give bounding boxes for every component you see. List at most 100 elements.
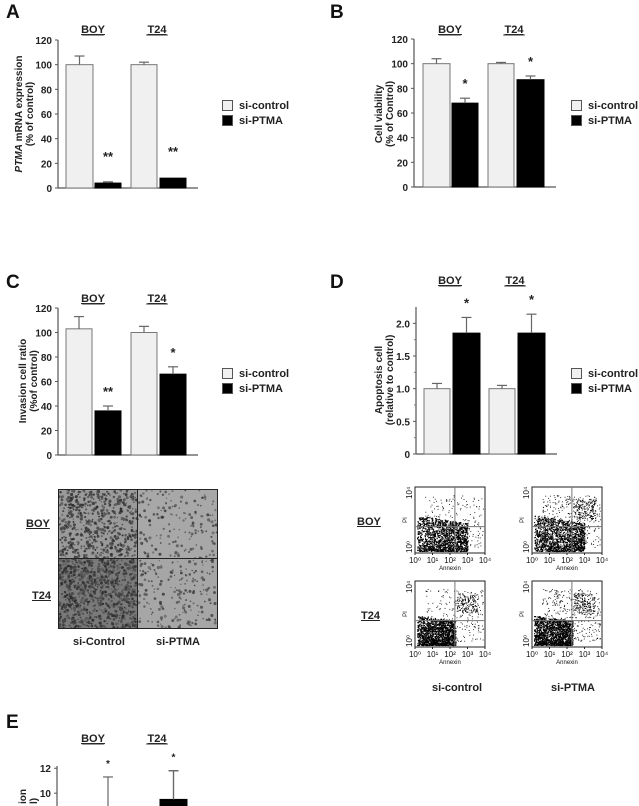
y-tick-label: 10⁴ bbox=[522, 486, 531, 499]
bar-si-control bbox=[422, 63, 451, 188]
svg-text:PTMA mRNA expression: PTMA mRNA expression bbox=[14, 56, 25, 173]
micro-row-label-t24: T24 bbox=[32, 590, 51, 602]
svg-text:l): l) bbox=[29, 798, 40, 804]
y-tick-label: 2.0 bbox=[396, 319, 410, 330]
bar-si-ptma bbox=[517, 332, 546, 455]
bar-si-ptma bbox=[159, 798, 188, 806]
y-axis-label: Cell viability (% of Control) bbox=[374, 81, 396, 147]
y-axis-label: PI bbox=[520, 611, 526, 617]
bar-chart-c: BOY T24 0 20 40 60 80 100 120 Invasion cell ratio… bbox=[18, 293, 198, 462]
legend-swatch-ptma bbox=[571, 115, 582, 126]
significance-marker: * bbox=[464, 295, 470, 310]
y-tick-label: 100 bbox=[391, 60, 408, 71]
svg-text:Apoptosis cell: Apoptosis cell bbox=[374, 346, 385, 415]
x-tick-label: 10⁰ bbox=[526, 650, 538, 659]
micro-col-label-control: si-Control bbox=[73, 636, 125, 648]
y-tick-label: 120 bbox=[35, 36, 52, 47]
y-tick-label: 20 bbox=[397, 158, 409, 169]
significance-marker: * bbox=[172, 753, 176, 764]
legend-label-control: si-control bbox=[239, 367, 290, 380]
micrograph-boy-ptma bbox=[137, 490, 217, 559]
y-tick-label: 10⁰ bbox=[522, 541, 531, 553]
panel-label-c: C bbox=[6, 272, 20, 293]
y-tick-label: 1.0 bbox=[396, 385, 410, 396]
x-tick-label: 10² bbox=[444, 650, 456, 659]
group-label-t24: T24 bbox=[148, 733, 168, 745]
legend-label-ptma: si-PTMA bbox=[588, 114, 632, 127]
bar-si-ptma bbox=[94, 182, 122, 189]
y-axis-label: PI bbox=[403, 517, 409, 523]
group-label-t24: T24 bbox=[148, 24, 168, 36]
y-tick-label: 40 bbox=[397, 134, 409, 145]
bar-si-control bbox=[423, 388, 451, 455]
x-tick-label: 10⁰ bbox=[526, 556, 538, 565]
y-axis-label: PI bbox=[520, 517, 526, 523]
flow-col-label-ptma: si-PTMA bbox=[551, 682, 595, 694]
group-label-t24: T24 bbox=[506, 275, 526, 287]
group-label-boy: BOY bbox=[81, 24, 106, 36]
y-tick-label: 40 bbox=[41, 135, 53, 146]
svg-text:Invasion cell ratio: Invasion cell ratio bbox=[18, 339, 29, 423]
panel-label-a: A bbox=[6, 2, 20, 23]
svg-text:(% of Control): (% of Control) bbox=[385, 81, 396, 147]
invasion-micrograph-grid bbox=[58, 489, 218, 629]
x-tick-label: 10⁰ bbox=[409, 556, 421, 565]
legend-label-control: si-control bbox=[588, 99, 639, 112]
bar-chart-e: BOY T24 10 12 ion l) * * bbox=[18, 733, 188, 806]
bar-chart-a: BOY T24 0 20 40 60 80 100 120 PTMA mRNA expressio… bbox=[14, 24, 198, 195]
group-label-boy: BOY bbox=[81, 733, 106, 745]
y-tick-label: 120 bbox=[35, 304, 52, 315]
y-axis-label: PI bbox=[403, 611, 409, 617]
x-tick-label: 10⁰ bbox=[409, 650, 421, 659]
x-axis-label: Annexin bbox=[556, 660, 578, 666]
y-tick-label: 10 bbox=[40, 789, 52, 800]
legend-swatch-ptma bbox=[222, 115, 233, 126]
bar-si-control bbox=[487, 63, 515, 188]
x-tick-label: 10³ bbox=[462, 650, 474, 659]
significance-marker: * bbox=[462, 76, 468, 91]
y-tick-label: 80 bbox=[397, 84, 409, 95]
svg-text:Cell viability: Cell viability bbox=[374, 84, 385, 143]
y-tick-label: 0 bbox=[46, 451, 52, 462]
legend-label-ptma: si-PTMA bbox=[239, 114, 283, 127]
group-label-boy: BOY bbox=[438, 275, 463, 287]
x-tick-label: 10⁴ bbox=[596, 556, 609, 565]
bar-si-ptma bbox=[516, 79, 545, 188]
panel-label-d: D bbox=[330, 272, 344, 293]
legend-swatch-ptma bbox=[571, 383, 582, 394]
svg-text:ion: ion bbox=[18, 789, 29, 804]
significance-marker: * bbox=[106, 759, 110, 770]
y-tick-label: 80 bbox=[41, 353, 53, 364]
x-tick-label: 10⁴ bbox=[596, 650, 609, 659]
significance-marker: * bbox=[170, 345, 176, 360]
svg-text:(%of control): (%of control) bbox=[29, 350, 40, 412]
significance-marker: * bbox=[528, 54, 534, 69]
x-axis-label: Annexin bbox=[556, 566, 578, 572]
bar-chart-b: BOY T24 0 20 40 60 80 100 120 Cell viability (% of… bbox=[374, 24, 556, 194]
legend-swatch-control bbox=[222, 100, 233, 111]
group-label-boy: BOY bbox=[438, 24, 463, 36]
bar-si-ptma bbox=[159, 373, 187, 456]
x-tick-label: 10⁴ bbox=[479, 650, 492, 659]
flow-row-label-boy: BOY bbox=[357, 516, 381, 528]
x-tick-label: 10² bbox=[444, 556, 456, 565]
y-tick-label: 10⁴ bbox=[405, 580, 414, 593]
flow-row-label-t24: T24 bbox=[361, 610, 380, 622]
y-tick-label: 60 bbox=[41, 110, 53, 121]
svg-text:(relative to control): (relative to control) bbox=[385, 335, 396, 426]
legend-swatch-control bbox=[571, 368, 582, 379]
panel-label-b: B bbox=[330, 2, 344, 23]
group-label-t24: T24 bbox=[505, 24, 525, 36]
bar-si-control bbox=[65, 64, 94, 189]
group-label-boy: BOY bbox=[81, 293, 106, 305]
x-tick-label: 10³ bbox=[462, 556, 474, 565]
bar-si-ptma bbox=[94, 410, 122, 456]
flow-col-label-control: si-control bbox=[432, 682, 483, 694]
bar-si-ptma bbox=[452, 332, 481, 455]
x-tick-label: 10⁴ bbox=[479, 556, 492, 565]
y-tick-label: 100 bbox=[35, 61, 52, 72]
y-tick-label: 120 bbox=[391, 35, 408, 46]
x-tick-label: 10³ bbox=[579, 556, 591, 565]
legend-swatch-ptma bbox=[222, 383, 233, 394]
